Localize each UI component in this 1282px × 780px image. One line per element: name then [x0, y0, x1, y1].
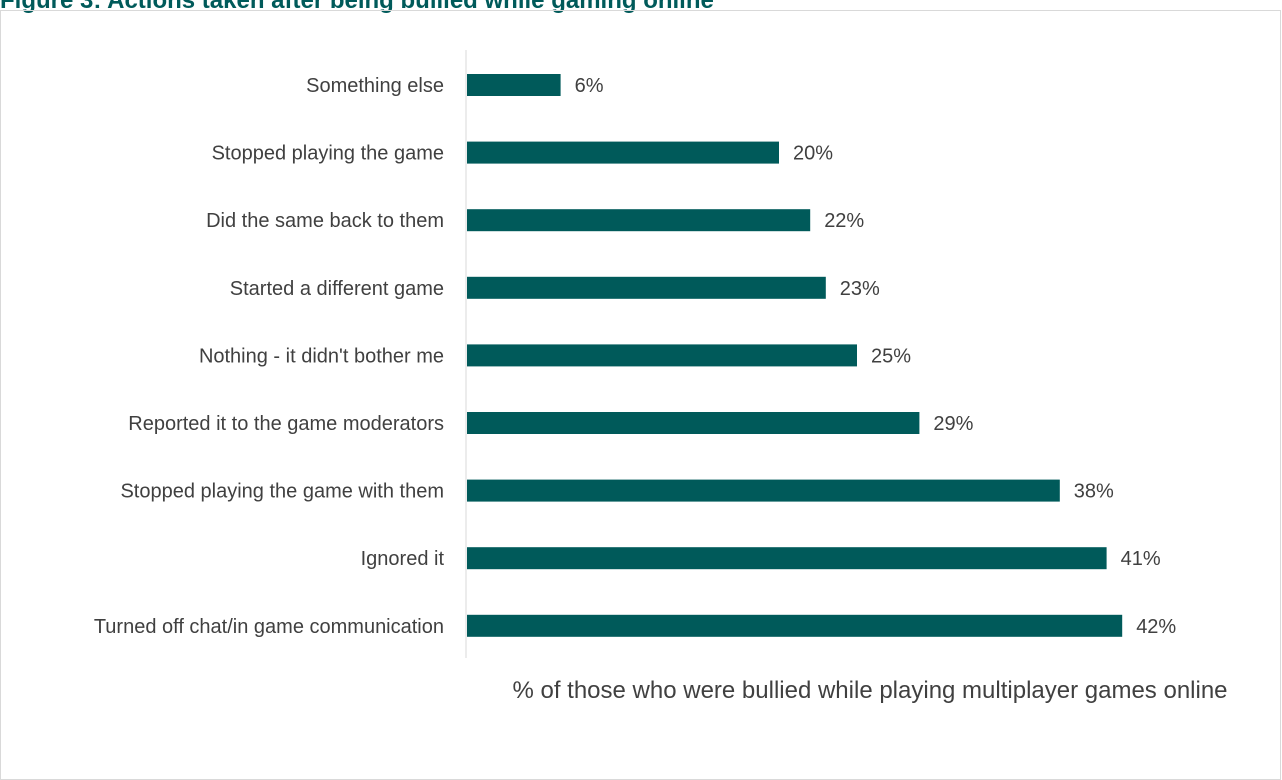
- value-label: 22%: [824, 210, 864, 232]
- x-axis-title: % of those who were bullied while playin…: [512, 677, 1227, 704]
- value-label: 25%: [871, 345, 911, 367]
- category-label: Nothing - it didn't bother me: [199, 345, 444, 367]
- bar: [467, 74, 561, 96]
- bar: [467, 141, 779, 164]
- bar: [467, 276, 826, 299]
- bar: [467, 209, 811, 232]
- value-label: 41%: [1121, 548, 1161, 570]
- category-label: Turned off chat/in game communication: [94, 616, 444, 638]
- category-label: Reported it to the game moderators: [128, 413, 444, 435]
- value-label: 38%: [1074, 481, 1114, 503]
- bar: [467, 547, 1107, 570]
- category-label: Did the same back to them: [206, 210, 444, 232]
- value-label: 42%: [1136, 616, 1176, 638]
- bar: [467, 344, 857, 367]
- category-label: Ignored it: [361, 548, 445, 570]
- category-label: Stopped playing the game: [212, 143, 444, 165]
- bar: [467, 614, 1123, 637]
- value-label: 20%: [793, 143, 833, 165]
- category-label: Something else: [306, 75, 444, 97]
- bar: [467, 479, 1060, 502]
- bar: [467, 412, 920, 434]
- value-label: 6%: [575, 75, 604, 97]
- value-label: 29%: [933, 413, 973, 435]
- category-label: Stopped playing the game with them: [120, 481, 444, 503]
- value-label: 23%: [840, 278, 880, 300]
- category-label: Started a different game: [230, 278, 444, 300]
